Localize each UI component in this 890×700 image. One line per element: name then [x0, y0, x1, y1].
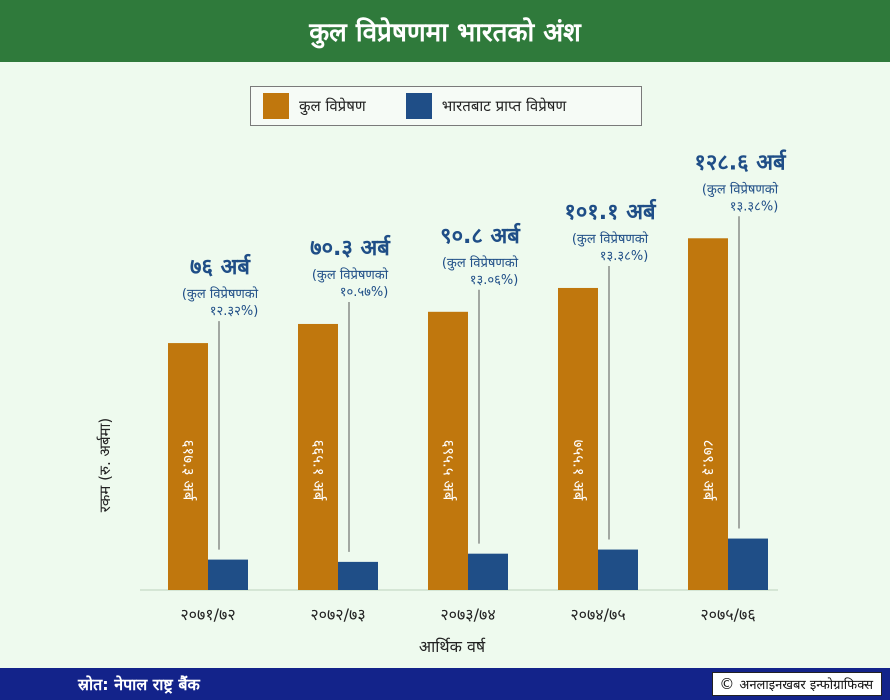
bar-india-value-label-5: १२८.६ अर्ब — [694, 148, 787, 175]
bar-india-note-line2-4: १३.३८%) — [600, 249, 649, 264]
bar-india-1 — [208, 559, 248, 590]
bar-total-label-2: ६६५.१ अर्ब — [310, 440, 328, 502]
bar-india-note-line1-3: (कुल विप्रेषणको — [442, 255, 519, 271]
bar-total-5 — [688, 238, 728, 590]
legend-swatch-india — [405, 93, 432, 119]
y-axis-label: रकम (रु. अर्बमा) — [96, 418, 114, 512]
bar-india-value-label-2: ७०.३ अर्ब — [310, 234, 391, 261]
bar-india-note-line1-2: (कुल विप्रेषणको — [312, 267, 389, 283]
x-tick-label-3: २०७३/७४ — [440, 605, 495, 624]
bar-total-label-1: ६१७.३ अर्ब — [180, 440, 198, 502]
footer-bar: स्रोत: नेपाल राष्ट्र बैंक © अनलाइनखबर इन… — [0, 668, 890, 700]
bar-india-note-line2-1: १२.३२%) — [210, 304, 259, 319]
bar-india-3 — [468, 553, 508, 590]
x-tick-label-1: २०७१/७२ — [180, 605, 235, 624]
bar-india-note-line2-3: १३.०६%) — [470, 273, 519, 288]
bar-total-2 — [298, 323, 338, 590]
legend-label-total: कुल विप्रेषण — [299, 97, 366, 115]
bar-total-label-3: ६९५.५ अर्ब — [440, 440, 458, 502]
bar-india-4 — [598, 549, 638, 590]
bar-india-note-line1-4: (कुल विप्रेषणको — [572, 231, 649, 247]
bar-india-note-line1-1: (कुल विप्रेषणको — [182, 286, 259, 302]
x-tick-label-2: २०७२/७३ — [310, 605, 365, 624]
bar-total-label-4: ७५५.१ अर्ब — [570, 440, 588, 502]
bar-india-value-label-1: ७६ अर्ब — [190, 253, 251, 280]
legend-swatch-total — [263, 93, 289, 119]
bar-india-note-line2-5: १३.३८%) — [730, 199, 779, 214]
bar-india-note-line1-5: (कुल विप्रेषणको — [702, 181, 779, 197]
x-tick-label-5: २०७५/७६ — [700, 605, 755, 624]
x-axis-label: आर्थिक वर्ष — [419, 637, 486, 656]
chart-legend: कुल विप्रेषण भारतबाट प्राप्त विप्रेषण — [250, 86, 642, 126]
bar-india-value-label-4: १०१.१ अर्ब — [564, 198, 657, 225]
bar-total-4 — [558, 287, 598, 590]
legend-label-india: भारतबाट प्राप्त विप्रेषण — [441, 97, 567, 115]
x-tick-label-4: २०७४/७५ — [570, 605, 625, 624]
credit-text: अनलाइनखबर इन्फोग्राफिक्स — [739, 678, 873, 693]
bar-india-value-label-3: ९०.८ अर्ब — [440, 222, 521, 249]
source-text: स्रोत: नेपाल राष्ट्र बैंक — [78, 675, 200, 694]
bar-india-2 — [338, 561, 378, 590]
bar-total-3 — [428, 311, 468, 590]
bar-chart: ६१७.३ अर्ब ७६ अर्ब (कुल विप्रेषणको १२.३२%) २… — [96, 148, 787, 656]
bar-total-label-5: ८७९.३ अर्ब — [700, 440, 718, 502]
chart-title: कुल विप्रेषणमा भारतको अंश — [309, 18, 581, 48]
chart-title-banner: कुल विप्रेषणमा भारतको अंश — [0, 0, 890, 62]
copyright-icon: © — [719, 675, 735, 693]
bar-india-note-line2-2: १०.५७%) — [340, 285, 389, 300]
bar-total-1 — [168, 343, 208, 590]
credit-badge: © अनलाइनखबर इन्फोग्राफिक्स — [712, 672, 882, 696]
bar-india-5 — [728, 538, 768, 590]
